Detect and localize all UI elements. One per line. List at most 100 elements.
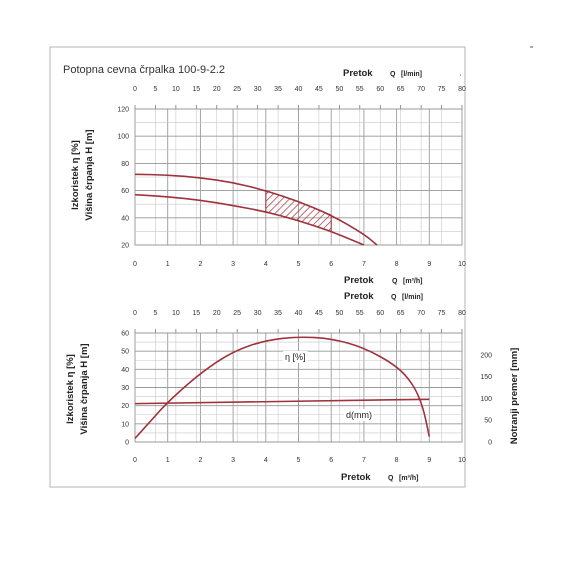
top-tick-label: 10 [172,310,180,317]
efficiency-curve-label-bg [283,351,308,363]
top-axis-title: Pretok Q [l/min] [343,68,422,79]
left-tick-label: 0 [125,440,129,447]
top-tick-label: 40 [295,310,303,317]
left-tick-label: 50 [121,349,129,356]
diameter-line-label-bg [344,409,374,421]
efficiency-curve [134,336,431,439]
left-axis-label-outer: Izkoristek η [%] [65,354,76,424]
right-tick-label: 100 [480,396,492,403]
bottom-axis-unit-prefix: Q [388,475,394,482]
top-tick-label: 45 [315,86,323,93]
top-axis-unit: [l/min] [401,71,422,78]
bottom-tick-label: 1 [166,457,170,464]
left-axis-label-outer: Izkoristek η [%] [70,140,81,210]
bottom-tick-label: 8 [395,261,399,268]
left-axis-label-inner: Višina črpanja H [m] [84,129,95,220]
right-tick-label: 150 [480,374,492,381]
bottom-tick-label: 5 [297,261,301,268]
top-axis-unit: [l/min] [402,294,423,301]
bottom-tick-label: 10 [458,261,466,268]
efficiency-curve-label: η [%] [285,352,306,362]
bottom-axis-unit: [m³/h] [403,278,422,285]
bottom-tick-label: 9 [427,261,431,268]
bottom-axis-unit-prefix: Q [392,278,398,285]
bottom-tick-label: 2 [198,261,202,268]
top-tick-label: 60 [376,86,384,93]
left-tick-label: 20 [121,243,129,250]
top-axis-unit-prefix: Q [391,294,397,301]
top-tick-label: 40 [295,86,303,93]
bottom-tick-label: 10 [458,457,466,464]
right-tick-label: 0 [488,440,492,447]
bottom-tick-label: 7 [362,261,366,268]
top-tick-label: 50 [335,86,343,93]
top-axis-label: Pretok [343,68,373,79]
bottom-tick-label: 4 [264,457,268,464]
chart-title: Potopna cevna črpalka 100-9-2.2 [63,64,225,76]
left-tick-label: 20 [121,403,129,410]
left-tick-label: 80 [121,161,129,168]
top-axis-label: Pretok [344,291,374,302]
bottom-tick-label: 5 [297,457,301,464]
top-tick-label: 30 [254,310,262,317]
bottom-tick-label: 7 [362,457,366,464]
right-tick-label: 200 [480,352,492,359]
left-tick-label: 40 [121,367,129,374]
top-tick-label: 35 [274,86,282,93]
top-tick-label: 75 [438,310,446,317]
top-axis-unit-prefix: Q [390,71,396,78]
top-tick-label: 55 [356,310,364,317]
top-tick-label: 65 [397,86,405,93]
top-tick-label: 75 [438,86,446,93]
diameter-line [134,398,430,405]
top-tick-label: 55 [356,86,364,93]
bottom-axis-unit: [m³/h] [399,475,418,482]
left-tick-label: 60 [121,188,129,195]
right-axis-label: Notranji premer [mm] [509,348,520,445]
bottom-axis-title: Pretok Q [m³/h] [341,472,418,483]
head-curve-upper [134,173,378,246]
top-tick-label: 30 [254,86,262,93]
bottom-axis-title: Pretok Q [m³/h] [344,275,422,286]
top-tick-label: 15 [192,86,200,93]
bottom-axis-label: Pretok [341,472,371,483]
top-tick-label: 5 [153,310,157,317]
head-curve-lower [134,193,365,246]
bottom-tick-label: 1 [166,261,170,268]
top-tick-label: 25 [233,86,241,93]
left-tick-label: 10 [121,421,129,428]
left-tick-label: 120 [117,107,129,114]
top-tick-label: 0 [133,310,137,317]
left-tick-label: 40 [121,215,129,222]
top-tick-label: 65 [397,310,405,317]
bottom-tick-label: 8 [395,457,399,464]
top-tick-label: 20 [213,86,221,93]
bottom-tick-label: 2 [198,457,202,464]
efficiency-curve-chart: Pretok Q [l/min] Pretok Q [m³/h] Izkoris… [65,291,520,483]
bottom-tick-label: 6 [329,261,333,268]
bottom-tick-label: 0 [133,261,137,268]
top-axis-title: Pretok Q [l/min] [344,291,423,302]
right-tick-label: 50 [484,418,492,425]
left-axis-label-inner: Višina črpanja H [m] [79,343,90,434]
left-tick-label: 30 [121,385,129,392]
bottom-axis-label: Pretok [344,275,374,286]
top-tick-label: 45 [315,310,323,317]
bottom-tick-label: 3 [231,457,235,464]
top-tick-label: 10 [172,86,180,93]
bottom-tick-label: 6 [329,457,333,464]
left-tick-label: 60 [121,331,129,338]
top-tick-label: 15 [192,310,200,317]
top-tick-label: 0 [133,86,137,93]
top-tick-label: 80 [458,86,466,93]
top-tick-label: 70 [417,86,425,93]
top-tick-label: 50 [335,310,343,317]
top-tick-label: 80 [458,310,466,317]
bottom-tick-label: 0 [133,457,137,464]
top-tick-label: 20 [213,310,221,317]
left-tick-label: 100 [117,134,129,141]
top-tick-label: 60 [376,310,384,317]
bottom-tick-label: 4 [264,261,268,268]
top-tick-label: 70 [417,310,425,317]
